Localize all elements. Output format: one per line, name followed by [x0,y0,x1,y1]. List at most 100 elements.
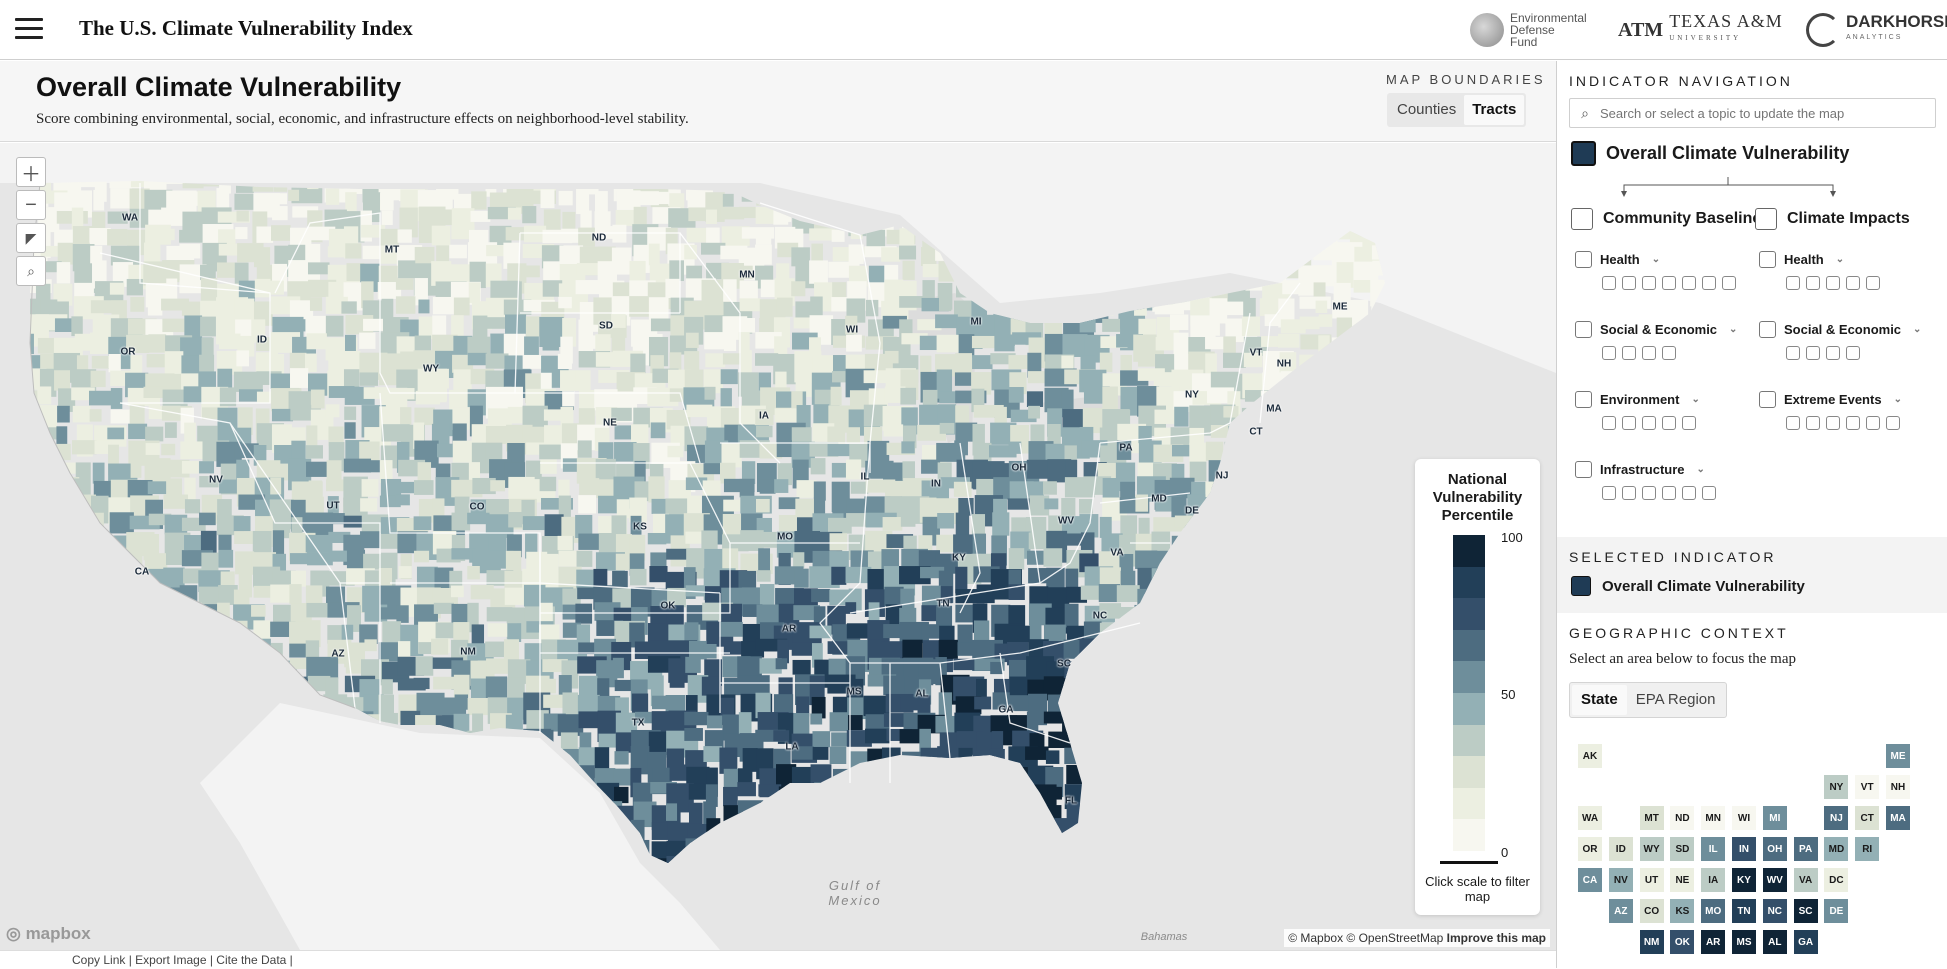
tract-cell[interactable] [1029,586,1049,607]
tract-cell[interactable] [327,513,345,525]
tract-cell[interactable] [958,334,975,358]
tract-cell[interactable] [629,296,652,317]
tract-cell[interactable] [755,408,774,425]
tract-cell[interactable] [760,531,780,548]
tract-cell[interactable] [575,370,588,383]
topic-search[interactable]: ⌕ [1569,98,1936,128]
tract-cell[interactable] [359,372,379,386]
tract-cell[interactable] [562,211,576,234]
tract-cell[interactable] [846,427,860,444]
tract-cell[interactable] [343,515,374,528]
tract-cell[interactable] [414,246,435,267]
tract-cell[interactable] [416,566,438,588]
sub-indicator-checkbox[interactable] [1602,276,1616,290]
tract-cell[interactable] [453,193,472,212]
tract-cell[interactable] [958,497,974,516]
tract-cell[interactable] [148,334,167,353]
tract-cell[interactable] [360,498,378,512]
tract-cell[interactable] [579,478,600,495]
tract-cell[interactable] [829,533,848,551]
tract-cell[interactable] [179,229,208,243]
tract-cell[interactable] [669,260,684,282]
tract-cell[interactable] [415,390,441,405]
tract-cell[interactable] [310,389,325,409]
tract-cell[interactable] [598,495,620,514]
reset-view-icon[interactable]: ◤ [16,223,46,253]
tract-cell[interactable] [544,425,564,450]
tract-cell[interactable] [740,350,752,378]
tract-cell[interactable] [686,404,713,418]
sub-indicator-checkbox[interactable] [1786,416,1800,430]
tract-cell[interactable] [200,316,216,337]
tract-cell[interactable] [558,479,570,506]
tract-cell[interactable] [795,369,812,397]
tract-cell[interactable] [845,566,872,584]
tract-cell[interactable] [325,315,344,337]
category-checkbox[interactable] [1759,251,1776,268]
tract-cell[interactable] [164,422,177,438]
tract-cell[interactable] [1047,786,1062,800]
tract-cell[interactable] [490,480,506,492]
tract-cell[interactable] [540,372,552,392]
tract-cell[interactable] [669,352,682,382]
tract-cell[interactable] [1099,603,1122,619]
sub-indicator-checkbox[interactable] [1662,276,1676,290]
tract-cell[interactable] [503,281,522,303]
tract-cell[interactable] [900,513,916,527]
topic-search-input[interactable] [1600,105,1920,121]
tract-cell[interactable] [723,279,737,305]
tract-cell[interactable] [217,211,250,223]
tract-cell[interactable] [1116,440,1132,460]
tract-cell[interactable] [634,460,646,484]
tract-cell[interactable] [395,296,416,314]
tract-cell[interactable] [595,458,616,487]
tract-cell[interactable] [126,246,140,258]
tract-cell[interactable] [56,426,68,456]
state-tile-ar[interactable]: AR [1701,930,1726,954]
tract-cell[interactable] [1008,387,1024,403]
tract-cell[interactable] [810,458,826,475]
tract-cell[interactable] [127,479,153,500]
tract-cell[interactable] [756,425,773,438]
tract-cell[interactable] [576,188,590,215]
sub-indicator-checkbox[interactable] [1602,416,1616,430]
tract-cell[interactable] [1205,353,1217,384]
tract-cell[interactable] [398,481,423,494]
tract-cell[interactable] [811,243,823,270]
tract-cell[interactable] [451,512,471,531]
sub-indicator-checkbox[interactable] [1826,276,1840,290]
tract-cell[interactable] [1207,387,1235,404]
tract-cell[interactable] [107,427,125,440]
legend-bin-6[interactable] [1453,724,1485,757]
state-tile-vt[interactable]: VT [1855,775,1880,799]
tract-cell[interactable] [922,389,938,408]
tract-cell[interactable] [1155,337,1175,351]
legend-bin-9[interactable] [1453,819,1485,851]
sub-indicator-checkbox[interactable] [1682,416,1696,430]
tract-cell[interactable] [667,445,684,458]
tract-cell[interactable] [328,550,350,562]
tract-cell[interactable] [812,746,829,760]
tract-cell[interactable] [884,586,904,606]
sub-indicator-checkbox[interactable] [1806,276,1820,290]
tract-cell[interactable] [899,245,917,260]
state-tile-me[interactable]: ME [1886,744,1910,768]
tract-cell[interactable] [1282,280,1300,295]
tract-cell[interactable] [327,246,342,258]
sub-indicator-checkbox[interactable] [1886,416,1900,430]
tract-cell[interactable] [794,568,809,588]
tract-cell[interactable] [575,603,593,624]
state-tile-ok[interactable]: OK [1670,930,1695,954]
tract-cell[interactable] [611,333,626,356]
tract-cell[interactable] [345,192,357,216]
tract-cell[interactable] [1029,495,1050,516]
tract-cell[interactable] [1189,461,1207,482]
tract-cell[interactable] [793,552,805,568]
legend-bin-1[interactable] [1453,566,1485,599]
state-tile-ia[interactable]: IA [1701,868,1726,892]
tract-cell[interactable] [739,478,755,498]
tract-cell[interactable] [738,318,756,333]
tract-cell[interactable] [145,426,164,442]
tract-cell[interactable] [414,278,428,306]
state-tile-nd[interactable]: ND [1670,806,1695,830]
